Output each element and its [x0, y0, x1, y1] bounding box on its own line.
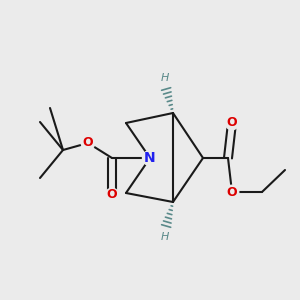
Text: N: N — [144, 151, 156, 165]
Circle shape — [142, 151, 158, 166]
Circle shape — [81, 136, 95, 150]
Text: H: H — [161, 73, 169, 83]
Text: O: O — [83, 136, 93, 149]
Circle shape — [225, 185, 239, 199]
Text: O: O — [227, 116, 237, 130]
Circle shape — [225, 116, 239, 130]
Text: O: O — [107, 188, 117, 202]
Text: H: H — [161, 232, 169, 242]
Circle shape — [105, 188, 119, 202]
Text: O: O — [227, 185, 237, 199]
